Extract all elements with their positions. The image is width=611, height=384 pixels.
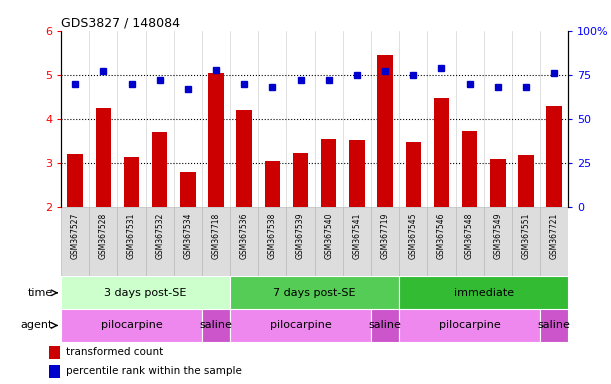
Text: GDS3827 / 148084: GDS3827 / 148084: [61, 17, 180, 30]
Bar: [399, 309, 540, 342]
Text: saline: saline: [538, 320, 571, 331]
Bar: [145, 207, 174, 276]
Bar: [371, 207, 399, 276]
Bar: [202, 309, 230, 342]
Text: GSM367721: GSM367721: [550, 213, 558, 259]
Text: saline: saline: [368, 320, 401, 331]
Bar: [371, 309, 399, 342]
Text: time: time: [27, 288, 53, 298]
Text: immediate: immediate: [453, 288, 514, 298]
Text: GSM367551: GSM367551: [521, 213, 530, 259]
Text: saline: saline: [200, 320, 233, 331]
Text: GSM367541: GSM367541: [353, 213, 362, 259]
Text: 7 days post-SE: 7 days post-SE: [273, 288, 356, 298]
Bar: [484, 207, 512, 276]
Bar: [399, 207, 427, 276]
Text: GSM367536: GSM367536: [240, 213, 249, 259]
Bar: [174, 207, 202, 276]
Bar: [89, 207, 117, 276]
Bar: [427, 207, 456, 276]
Bar: [202, 207, 230, 276]
Bar: [152, 132, 167, 207]
Bar: [265, 161, 280, 207]
Bar: [462, 131, 477, 207]
Text: GSM367534: GSM367534: [183, 213, 192, 259]
Bar: [406, 142, 421, 207]
Bar: [230, 276, 399, 309]
Text: pilocarpine: pilocarpine: [439, 320, 500, 331]
Bar: [456, 207, 484, 276]
Bar: [512, 207, 540, 276]
Bar: [399, 276, 568, 309]
Bar: [49, 346, 60, 359]
Text: GSM367532: GSM367532: [155, 213, 164, 259]
Bar: [315, 207, 343, 276]
Bar: [236, 110, 252, 207]
Bar: [321, 139, 337, 207]
Bar: [61, 309, 202, 342]
Bar: [540, 309, 568, 342]
Text: GSM367527: GSM367527: [71, 213, 79, 259]
Bar: [230, 207, 258, 276]
Bar: [349, 140, 365, 207]
Bar: [61, 207, 89, 276]
Bar: [230, 309, 371, 342]
Text: GSM367545: GSM367545: [409, 213, 418, 259]
Bar: [124, 157, 139, 207]
Bar: [49, 365, 60, 378]
Text: GSM367548: GSM367548: [465, 213, 474, 259]
Bar: [343, 207, 371, 276]
Text: GSM367549: GSM367549: [493, 213, 502, 259]
Text: agent: agent: [20, 320, 53, 331]
Text: transformed count: transformed count: [66, 347, 163, 357]
Text: GSM367540: GSM367540: [324, 213, 333, 259]
Bar: [518, 155, 534, 207]
Text: GSM367718: GSM367718: [211, 213, 221, 259]
Bar: [95, 108, 111, 207]
Text: pilocarpine: pilocarpine: [101, 320, 163, 331]
Text: percentile rank within the sample: percentile rank within the sample: [66, 366, 242, 376]
Text: GSM367546: GSM367546: [437, 213, 446, 259]
Bar: [61, 276, 230, 309]
Bar: [208, 73, 224, 207]
Text: GSM367531: GSM367531: [127, 213, 136, 259]
Bar: [180, 172, 196, 207]
Bar: [378, 55, 393, 207]
Text: pilocarpine: pilocarpine: [269, 320, 331, 331]
Bar: [490, 159, 505, 207]
Bar: [287, 207, 315, 276]
Bar: [258, 207, 287, 276]
Text: GSM367539: GSM367539: [296, 213, 305, 259]
Text: GSM367528: GSM367528: [99, 213, 108, 259]
Bar: [117, 207, 145, 276]
Bar: [540, 207, 568, 276]
Text: 3 days post-SE: 3 days post-SE: [104, 288, 187, 298]
Bar: [434, 98, 449, 207]
Text: GSM367538: GSM367538: [268, 213, 277, 259]
Bar: [67, 154, 83, 207]
Text: GSM367719: GSM367719: [381, 213, 390, 259]
Bar: [293, 154, 309, 207]
Bar: [546, 106, 562, 207]
